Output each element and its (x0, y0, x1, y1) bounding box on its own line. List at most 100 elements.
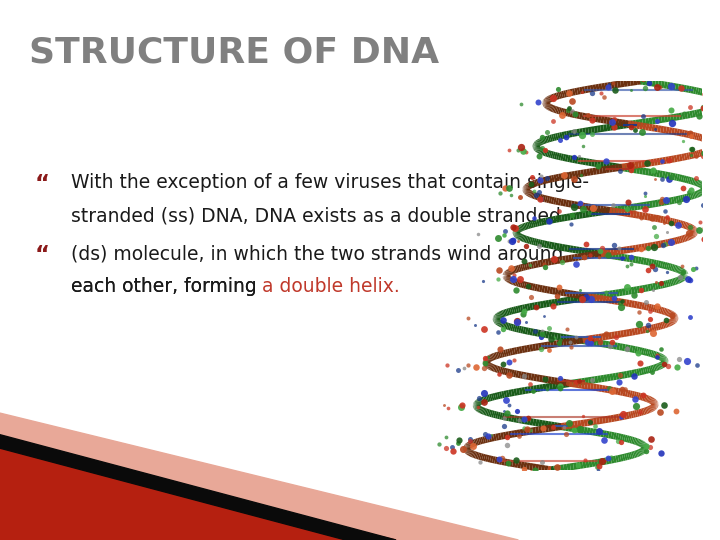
Point (706, 263, 717, 272)
Point (685, 145, 697, 153)
Point (554, 282, 565, 291)
Point (626, 259, 637, 268)
Point (608, 241, 620, 249)
Point (649, 242, 660, 251)
Point (585, 339, 597, 347)
Point (602, 454, 613, 462)
Point (654, 408, 666, 416)
Point (505, 191, 516, 199)
Point (569, 109, 580, 118)
Point (646, 435, 657, 444)
Point (690, 264, 702, 272)
Point (640, 441, 652, 450)
Point (539, 146, 550, 154)
Point (600, 288, 612, 296)
Point (511, 317, 523, 326)
Point (629, 395, 641, 404)
Point (485, 431, 496, 440)
Point (497, 360, 508, 369)
Point (477, 276, 489, 285)
Point (636, 244, 647, 253)
Point (625, 86, 636, 94)
Point (658, 360, 670, 369)
Point (580, 293, 591, 302)
Point (606, 338, 618, 347)
Point (516, 99, 527, 108)
Point (633, 320, 644, 329)
Point (655, 279, 667, 287)
Point (528, 213, 539, 222)
Point (598, 435, 610, 444)
Point (640, 298, 652, 306)
Point (513, 431, 525, 440)
Point (623, 205, 634, 213)
Point (618, 410, 629, 418)
Point (666, 118, 678, 127)
Text: stranded (ss) DNA, DNA exists as a double stranded: stranded (ss) DNA, DNA exists as a doubl… (71, 206, 560, 225)
Point (576, 199, 588, 208)
Point (636, 128, 648, 137)
Point (518, 464, 530, 473)
Point (621, 345, 633, 354)
Point (564, 343, 576, 352)
Point (718, 146, 720, 154)
Point (526, 172, 538, 181)
Point (500, 184, 511, 193)
Point (596, 244, 608, 252)
Point (562, 325, 573, 334)
Point (510, 456, 522, 464)
Point (472, 403, 484, 411)
Point (698, 148, 710, 157)
Point (580, 240, 592, 248)
Point (539, 259, 550, 268)
Point (536, 330, 547, 339)
Point (718, 264, 720, 272)
Point (665, 238, 677, 246)
Point (512, 237, 523, 245)
Point (547, 93, 559, 102)
Point (611, 333, 622, 341)
Point (606, 454, 618, 462)
Point (496, 454, 508, 462)
Point (616, 253, 628, 262)
Point (642, 266, 653, 275)
Point (630, 402, 642, 410)
Point (662, 268, 673, 276)
Point (513, 146, 524, 154)
Point (677, 267, 688, 276)
Point (498, 421, 510, 430)
Point (585, 251, 596, 259)
Point (605, 342, 616, 350)
Point (566, 96, 577, 105)
Point (647, 165, 659, 174)
Point (616, 437, 627, 446)
Text: (ds) molecule, in which the two strands wind around: (ds) molecule, in which the two strands … (71, 244, 563, 263)
Point (538, 424, 549, 433)
Point (613, 377, 625, 386)
Point (593, 252, 604, 261)
Point (613, 244, 625, 253)
Point (570, 333, 582, 341)
Point (577, 142, 589, 151)
Text: each other, forming: each other, forming (71, 277, 262, 296)
Point (503, 370, 514, 379)
Point (478, 325, 490, 333)
Point (535, 345, 546, 353)
Point (640, 447, 652, 456)
Point (621, 204, 632, 213)
Point (498, 324, 509, 333)
Point (547, 117, 559, 125)
Point (594, 246, 606, 255)
Point (705, 133, 716, 141)
Point (552, 85, 563, 94)
Point (607, 200, 618, 209)
Point (582, 338, 594, 347)
Point (642, 158, 653, 167)
Point (515, 192, 526, 201)
Point (690, 173, 702, 182)
Point (644, 315, 656, 323)
Point (568, 202, 580, 211)
Point (494, 345, 505, 353)
Point (526, 180, 537, 188)
Point (616, 296, 627, 305)
